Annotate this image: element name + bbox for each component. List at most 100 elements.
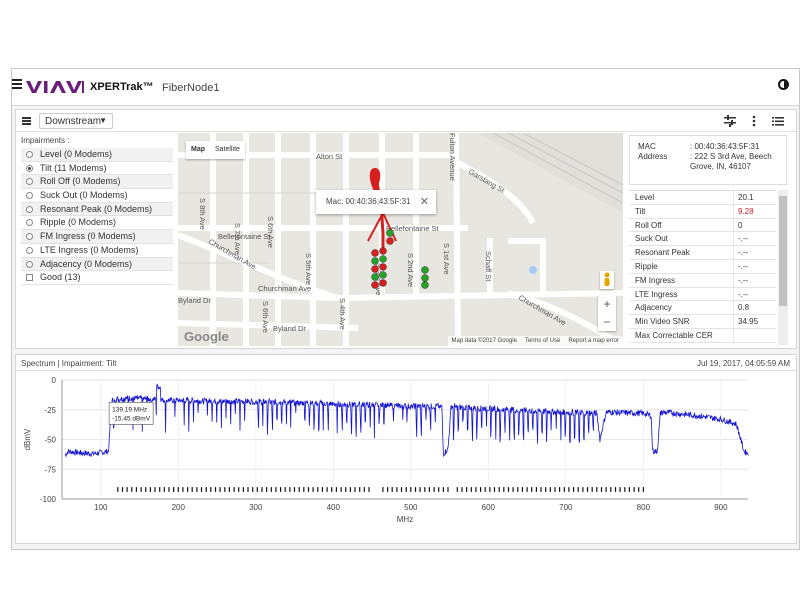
map-view[interactable]: Alton St Bellefontaine St Bellefontaine St… — [178, 133, 623, 346]
location-pin-icon — [369, 168, 381, 193]
parameter-row: Level 20.1 — [629, 191, 776, 205]
parameter-scrollbar[interactable] — [778, 190, 788, 345]
street-label: S 4th Ave — [338, 298, 347, 330]
spectrum-chart[interactable]: 0 -25 -50 -75 -100 100 200 300 400 500 600 700 800 90… — [16, 372, 798, 544]
impairment-radio[interactable] — [26, 192, 33, 200]
zoom-out-button[interactable]: − — [603, 315, 611, 329]
parameter-value: -.-- — [738, 261, 749, 271]
x-tick-label: 600 — [482, 503, 496, 512]
scrollbar-thumb[interactable] — [779, 196, 787, 306]
modem-marker[interactable] — [421, 281, 429, 289]
tooltip-level: -15.45 dBmV — [112, 415, 151, 422]
impairment-label: FM Ingress (0 Modems) — [40, 231, 136, 242]
impairment-label: Level (0 Modems) — [40, 149, 113, 159]
modem-marker[interactable] — [371, 265, 379, 273]
impairment-option[interactable]: Resonant Peak (0 Modems) — [21, 202, 173, 217]
modem-marker[interactable] — [379, 279, 387, 287]
report-error-link[interactable]: Report a map error — [568, 338, 619, 344]
spectrum-timestamp: Jul 19, 2017, 04:05:59 AM — [697, 359, 790, 368]
x-tick-label: 900 — [714, 503, 728, 512]
street-label: Alton St — [316, 152, 343, 161]
street-view-pegman-icon[interactable] — [600, 271, 614, 289]
impairment-radio[interactable] — [26, 260, 33, 268]
modem-identity: MAC: 00:40:36:43:5F:31 Address: 222 S 3r… — [629, 135, 787, 185]
impairment-radio[interactable] — [26, 233, 33, 241]
good-checkbox[interactable] — [26, 274, 33, 282]
viavi-logo — [26, 81, 84, 93]
modem-marker[interactable] — [379, 271, 387, 279]
x-tick-label: 800 — [637, 503, 651, 512]
contrast-toggle-icon[interactable] — [778, 79, 789, 90]
modem-marker[interactable] — [379, 247, 387, 255]
modem-marker[interactable] — [371, 273, 379, 281]
parameter-value: 20.1 — [738, 193, 754, 202]
impairment-option[interactable]: Good (13) — [21, 271, 173, 285]
modem-marker[interactable] — [371, 281, 379, 289]
modem-marker[interactable] — [371, 249, 379, 257]
parameter-label: Suck Out — [629, 232, 734, 246]
spectrum-panel: Spectrum | Impairment: Tilt Jul 19, 2017… — [15, 354, 797, 544]
spectrum-tooltip — [108, 402, 154, 425]
direction-value: Downstream — [45, 116, 102, 127]
x-tick-label: 500 — [404, 503, 418, 512]
address-label: Address — [638, 152, 668, 161]
close-icon[interactable]: ✕ — [419, 196, 429, 208]
impairment-option[interactable]: Tilt (11 Modems) — [21, 162, 173, 176]
panel-menu-icon[interactable] — [22, 117, 31, 125]
spectrum-header: Spectrum | Impairment: Tilt Jul 19, 2017… — [16, 355, 796, 371]
modem-marker[interactable] — [386, 237, 394, 245]
impairment-option[interactable]: Adjacency (0 Modems) — [21, 257, 173, 272]
main-menu-icon[interactable] — [12, 79, 22, 90]
impairment-option[interactable]: FM Ingress (0 Modems) — [21, 230, 173, 244]
spectrum-title: Spectrum | Impairment: Tilt — [21, 359, 117, 368]
app-window: XPERTrak™ FiberNode1 Downstream ▼ — [11, 68, 800, 550]
modem-marker[interactable] — [379, 263, 387, 271]
map-type-control: Map Satellite — [186, 141, 245, 159]
address-value: : 222 S 3rd Ave, Beech Grove, IN, 46107 — [690, 152, 772, 171]
impairment-option[interactable]: Ripple (0 Modems) — [21, 216, 173, 231]
impairments-title: Impairments : — [21, 136, 70, 145]
impairment-radio[interactable] — [26, 205, 33, 213]
map-canvas[interactable]: Alton St Bellefontaine St Bellefontaine St… — [178, 133, 623, 346]
street-label: S 5th Ave — [304, 253, 313, 285]
map-type-map[interactable]: Map — [191, 146, 205, 153]
parameter-label: FM Ingress — [629, 273, 734, 287]
map-type-satellite[interactable]: Satellite — [215, 146, 240, 153]
impairment-radio[interactable] — [26, 178, 33, 186]
modem-marker[interactable] — [379, 255, 387, 263]
impairment-radio[interactable] — [26, 164, 33, 172]
tooltip-frequency: 139.19 MHz — [112, 406, 147, 413]
top-bar: XPERTrak™ FiberNode1 — [12, 69, 799, 106]
parameter-value: 34.95 — [738, 317, 759, 327]
parameter-value: -.-- — [738, 234, 749, 244]
direction-select[interactable]: Downstream ▼ — [39, 113, 113, 129]
modem-marker[interactable] — [421, 266, 429, 274]
modem-marker[interactable] — [386, 229, 394, 237]
modem-marker[interactable] — [371, 257, 379, 265]
x-tick-label: 400 — [327, 503, 341, 512]
impairment-option[interactable]: LTE Ingress (0 Modems) — [21, 244, 173, 258]
impairment-label: Suck Out (0 Modems) — [40, 190, 128, 201]
parameter-row: Tilt 9.28 — [629, 204, 776, 219]
terms-link[interactable]: Terms of Use — [524, 338, 561, 344]
street-label: Churchman Ave — [258, 284, 311, 293]
parameter-label: Resonant Peak — [629, 246, 734, 259]
more-options-icon[interactable] — [747, 114, 761, 128]
filter-settings-icon[interactable] — [723, 114, 737, 128]
street-label: Bellefontaine St — [386, 224, 439, 233]
modem-marker[interactable] — [421, 274, 429, 282]
street-label: Byland Dr — [178, 296, 211, 305]
impairment-radio[interactable] — [26, 151, 33, 158]
parameter-label: Roll Off — [629, 218, 734, 232]
street-label: S 2nd Ave — [406, 253, 415, 287]
impairment-option[interactable]: Suck Out (0 Modems) — [21, 189, 173, 203]
impairment-option[interactable]: Roll Off (0 Modems) — [21, 175, 173, 190]
impairment-option[interactable]: Level (0 Modems) — [21, 148, 173, 162]
impairment-radio[interactable] — [26, 219, 33, 227]
list-view-icon[interactable] — [771, 114, 785, 128]
parameter-value: 9.28 — [738, 206, 754, 216]
parameter-label: Level — [629, 191, 734, 204]
impairment-radio[interactable] — [26, 246, 33, 254]
zoom-in-button[interactable]: + — [603, 297, 611, 311]
impairments-list: Impairments : Level (0 Modems) Tilt (11 M… — [21, 136, 173, 285]
